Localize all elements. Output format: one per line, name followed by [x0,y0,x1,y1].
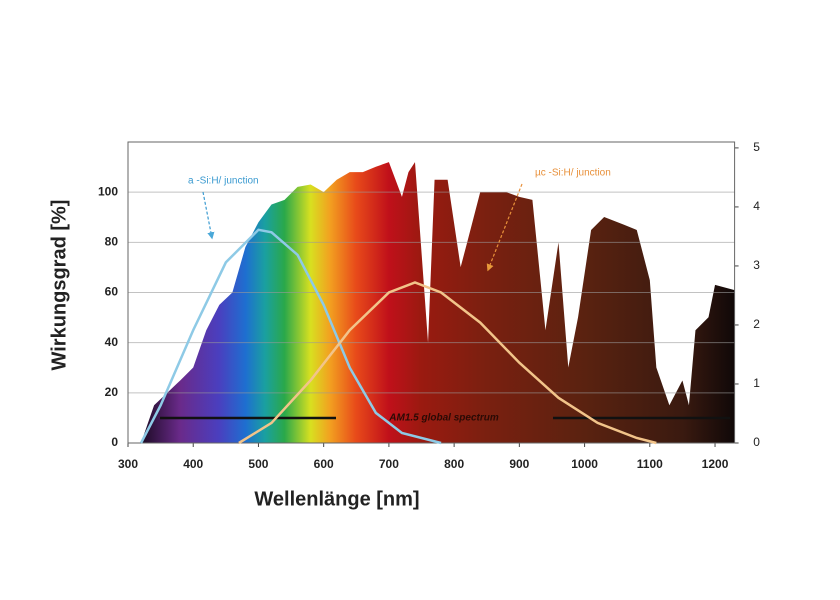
spectrum-area [141,162,735,444]
y2-tick-label: 1 [753,376,760,390]
y-tick-label: 100 [98,184,118,198]
x-tick-label: 500 [248,457,268,471]
annotation-arrow [202,191,215,240]
y2-tick-label: 2 [753,317,760,331]
y2-tick-label: 4 [753,199,760,213]
y2-tick-label: 5 [753,140,760,154]
x-tick-label: 1000 [571,457,598,471]
x-tick-label: 300 [118,457,138,471]
curve-label: a -Si:H/ junction [188,176,259,187]
efficiency-curve [139,228,442,445]
x-tick-label: 600 [314,457,334,471]
x-axis-label: Wellenlänge [nm] [254,488,419,510]
y-tick-label: 80 [105,235,119,249]
y-tick-label: 20 [105,385,119,399]
x-tick-label: 700 [379,457,399,471]
annotation-arrow [486,183,523,272]
x-tick-label: 1100 [637,457,663,471]
y-axis-label: Wirkungsgrad [%] [48,200,70,371]
y2-tick-label: 3 [753,258,760,272]
y-tick-label: 0 [111,435,118,449]
legend-label: AM1.5 global spectrum [388,413,499,424]
plot-frame [127,141,736,444]
y-tick-label: 40 [105,335,119,349]
x-tick-label: 900 [509,457,529,471]
efficiency-curve [238,281,657,445]
curve-label: µc -Si:H/ junction [535,168,611,179]
x-tick-label: 400 [183,457,203,471]
y2-tick-label: 0 [753,435,760,449]
x-tick-label: 800 [444,457,464,471]
plot-area: AM1.5 global spectrum0204060801000123453… [98,140,760,471]
y-tick-label: 60 [105,285,119,299]
x-tick-label: 1200 [702,457,729,471]
